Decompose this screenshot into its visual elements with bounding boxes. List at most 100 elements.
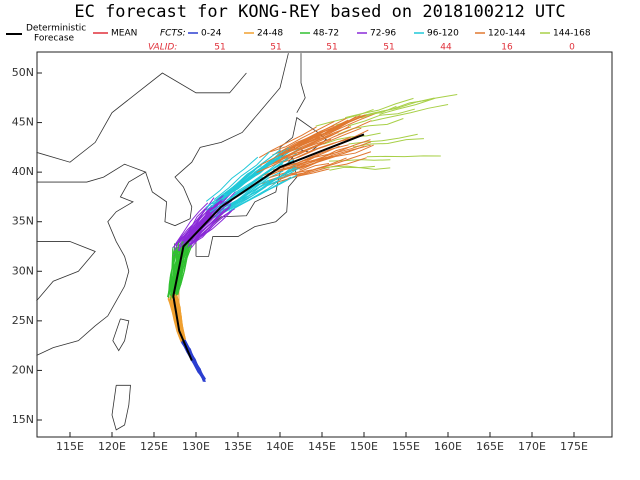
track-segment xyxy=(290,114,365,149)
legend: Deterministic Forecase FCTS: VALID: MEAN… xyxy=(6,24,591,53)
legend-label: 144-168 xyxy=(553,29,591,39)
legend-label: FCTS: xyxy=(160,29,186,39)
valid-count: 51 xyxy=(326,43,337,53)
track-segment xyxy=(356,99,429,118)
track-segment xyxy=(176,205,213,246)
track-segment xyxy=(289,127,362,158)
legend-label: 48-72 xyxy=(313,29,339,39)
lat-label: 40N xyxy=(12,165,34,178)
track-segment xyxy=(167,247,174,298)
track-segment xyxy=(317,165,375,169)
legend-label: 72-96 xyxy=(370,29,396,39)
track-segment xyxy=(205,156,259,202)
coastline xyxy=(111,384,131,431)
track-segment xyxy=(167,298,182,343)
track-segment xyxy=(296,151,372,176)
track-segment xyxy=(205,168,257,209)
coastline xyxy=(112,318,130,352)
lon-label: 115E xyxy=(56,440,84,453)
lon-label: 150E xyxy=(350,440,378,453)
lat-label: 15N xyxy=(12,413,34,426)
track-segment xyxy=(230,167,298,206)
legend-label: 96-120 xyxy=(427,29,459,39)
map-frame xyxy=(36,51,613,438)
lon-label: 135E xyxy=(224,440,252,453)
track-segment xyxy=(296,144,371,170)
track-segment xyxy=(172,208,206,249)
legend-label: Forecase xyxy=(34,34,75,44)
valid-count: 44 xyxy=(440,43,452,53)
track-segment xyxy=(279,122,347,156)
lon-label: 165E xyxy=(476,440,504,453)
lon-label: 120E xyxy=(98,440,126,453)
track-segment xyxy=(272,145,340,171)
legend-label: MEAN xyxy=(111,29,137,39)
legend-label: 24-48 xyxy=(257,29,283,39)
valid-count: 0 xyxy=(569,43,575,53)
lon-label: 130E xyxy=(182,440,210,453)
lon-label: 160E xyxy=(434,440,462,453)
track-segment xyxy=(174,202,209,246)
track-segment xyxy=(226,157,289,201)
valid-count: 51 xyxy=(214,43,225,53)
lat-label: 20N xyxy=(12,363,34,376)
coastline xyxy=(36,72,247,163)
coastline xyxy=(296,53,306,113)
track-segment xyxy=(188,205,232,247)
coastline xyxy=(36,241,96,302)
track-segment xyxy=(221,156,282,202)
coastline xyxy=(145,53,289,227)
track-segment xyxy=(370,104,449,122)
track-segment xyxy=(259,126,317,158)
track-segment xyxy=(296,129,369,159)
valid-count: 51 xyxy=(383,43,394,53)
track-segment xyxy=(190,210,233,249)
track-segment xyxy=(177,212,210,252)
track-segment xyxy=(259,137,321,166)
track-segment xyxy=(222,179,281,214)
legend-label: Deterministic xyxy=(26,24,86,34)
track-segment xyxy=(174,294,187,340)
track-segment xyxy=(353,138,424,148)
track-segment xyxy=(229,167,295,208)
track-segment xyxy=(213,179,270,215)
track-segment xyxy=(267,138,332,167)
lon-label: 145E xyxy=(308,440,336,453)
lon-label: 175E xyxy=(560,440,588,453)
track-segment xyxy=(175,244,189,294)
track-segment xyxy=(231,174,298,211)
track-segment xyxy=(213,151,270,201)
valid-count: 16 xyxy=(501,43,513,53)
lon-label: 170E xyxy=(518,440,546,453)
deterministic-track xyxy=(172,133,365,361)
track-segment xyxy=(171,240,180,296)
track-segment xyxy=(323,132,381,145)
legend-label: 0-24 xyxy=(201,29,222,39)
track-segment xyxy=(345,97,414,119)
track-segment xyxy=(205,169,256,211)
lon-label: 155E xyxy=(392,440,420,453)
track-segment xyxy=(282,136,352,163)
track-segment xyxy=(174,247,188,296)
track-segment xyxy=(230,163,297,205)
track-segment xyxy=(379,94,458,115)
track-segment xyxy=(177,247,192,296)
valid-count: 51 xyxy=(270,43,281,53)
legend-label: 120-144 xyxy=(488,29,526,39)
lon-label: 140E xyxy=(266,440,294,453)
title: EC forecast for KONG-REY based on 201810… xyxy=(74,2,565,22)
track-segment xyxy=(348,133,418,145)
lat-label: 25N xyxy=(12,314,34,327)
track-segment xyxy=(281,126,350,159)
track-segment xyxy=(299,144,374,171)
legend-label: VALID: xyxy=(148,43,177,53)
ensemble-tracks xyxy=(167,94,458,383)
coastline xyxy=(36,163,147,356)
track-segment xyxy=(269,120,335,153)
track-segment xyxy=(296,141,372,166)
track-segment xyxy=(181,341,206,380)
lat-label: 35N xyxy=(12,215,34,228)
track-segment xyxy=(174,244,191,297)
lat-label: 50N xyxy=(12,66,34,79)
